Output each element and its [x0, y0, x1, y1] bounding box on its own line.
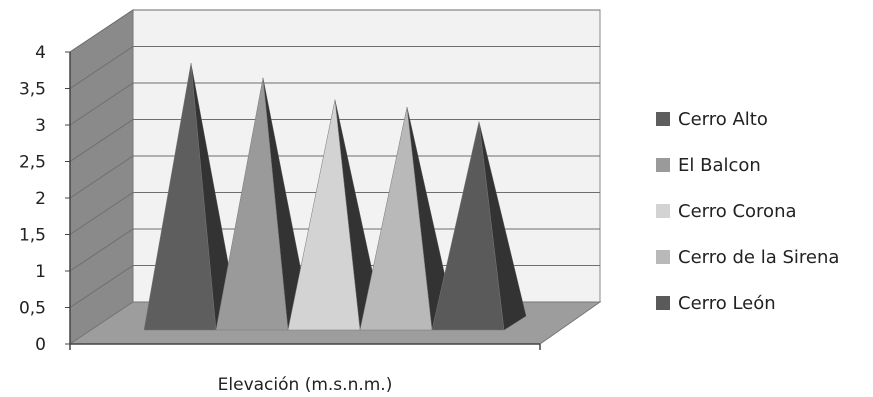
- pyramid-front-face: [215, 77, 289, 331]
- legend-item: Cerro Corona: [656, 188, 839, 234]
- pyramid-front-face: [359, 107, 433, 331]
- gridline-side: [69, 265, 134, 308]
- legend: Cerro Alto El Balcon Cerro Corona Cerro de …: [656, 96, 839, 326]
- gridline-side: [69, 228, 134, 272]
- pyramid-front-face: [287, 99, 361, 331]
- gridline-side: [69, 192, 134, 235]
- legend-swatch: [656, 296, 670, 310]
- y-tick-label: 4: [35, 43, 46, 63]
- legend-item: El Balcon: [656, 142, 839, 188]
- legend-swatch: [656, 204, 670, 218]
- x-axis-label: Elevación (m.s.n.m.): [218, 375, 393, 395]
- legend-item: Cerro Alto: [656, 96, 839, 142]
- gridline-side: [69, 119, 134, 162]
- pyramid-4: [359, 107, 455, 331]
- legend-label: Cerro Corona: [678, 200, 797, 222]
- legend-item: Cerro León: [656, 280, 839, 326]
- gridline-side: [69, 46, 134, 89]
- gridline-side: [69, 155, 134, 199]
- y-tick-label: 2,5: [19, 153, 46, 173]
- legend-item: Cerro de la Sirena: [656, 234, 839, 280]
- legend-label: Cerro Alto: [678, 108, 768, 130]
- legend-swatch: [656, 112, 670, 126]
- y-tick-label: 1,5: [19, 226, 46, 246]
- axes: [65, 51, 541, 350]
- y-tick-label: 3,5: [19, 80, 46, 100]
- legend-swatch: [656, 250, 670, 264]
- pyramid-front-face: [431, 121, 505, 331]
- pyramid-2: [215, 77, 311, 331]
- y-tick-label: 3: [35, 116, 46, 136]
- y-tick-label: 0: [35, 335, 46, 355]
- y-tick-label: 2: [35, 189, 46, 209]
- gridline-side: [69, 82, 134, 126]
- gridline-side: [69, 9, 134, 53]
- legend-label: Cerro León: [678, 292, 776, 314]
- y-tick-labels: 0 0,5 1 1,5 2 2,5 3 3,5 4: [19, 43, 46, 355]
- pyramid-5: [431, 121, 527, 331]
- pyramid-1: [143, 63, 239, 331]
- y-tick-label: 0,5: [19, 299, 46, 319]
- y-tick-label: 1: [35, 262, 46, 282]
- legend-swatch: [656, 158, 670, 172]
- pyramid-series: [143, 63, 527, 331]
- legend-label: Cerro de la Sirena: [678, 246, 840, 268]
- pyramid-front-face: [143, 63, 217, 331]
- legend-label: El Balcon: [678, 154, 761, 176]
